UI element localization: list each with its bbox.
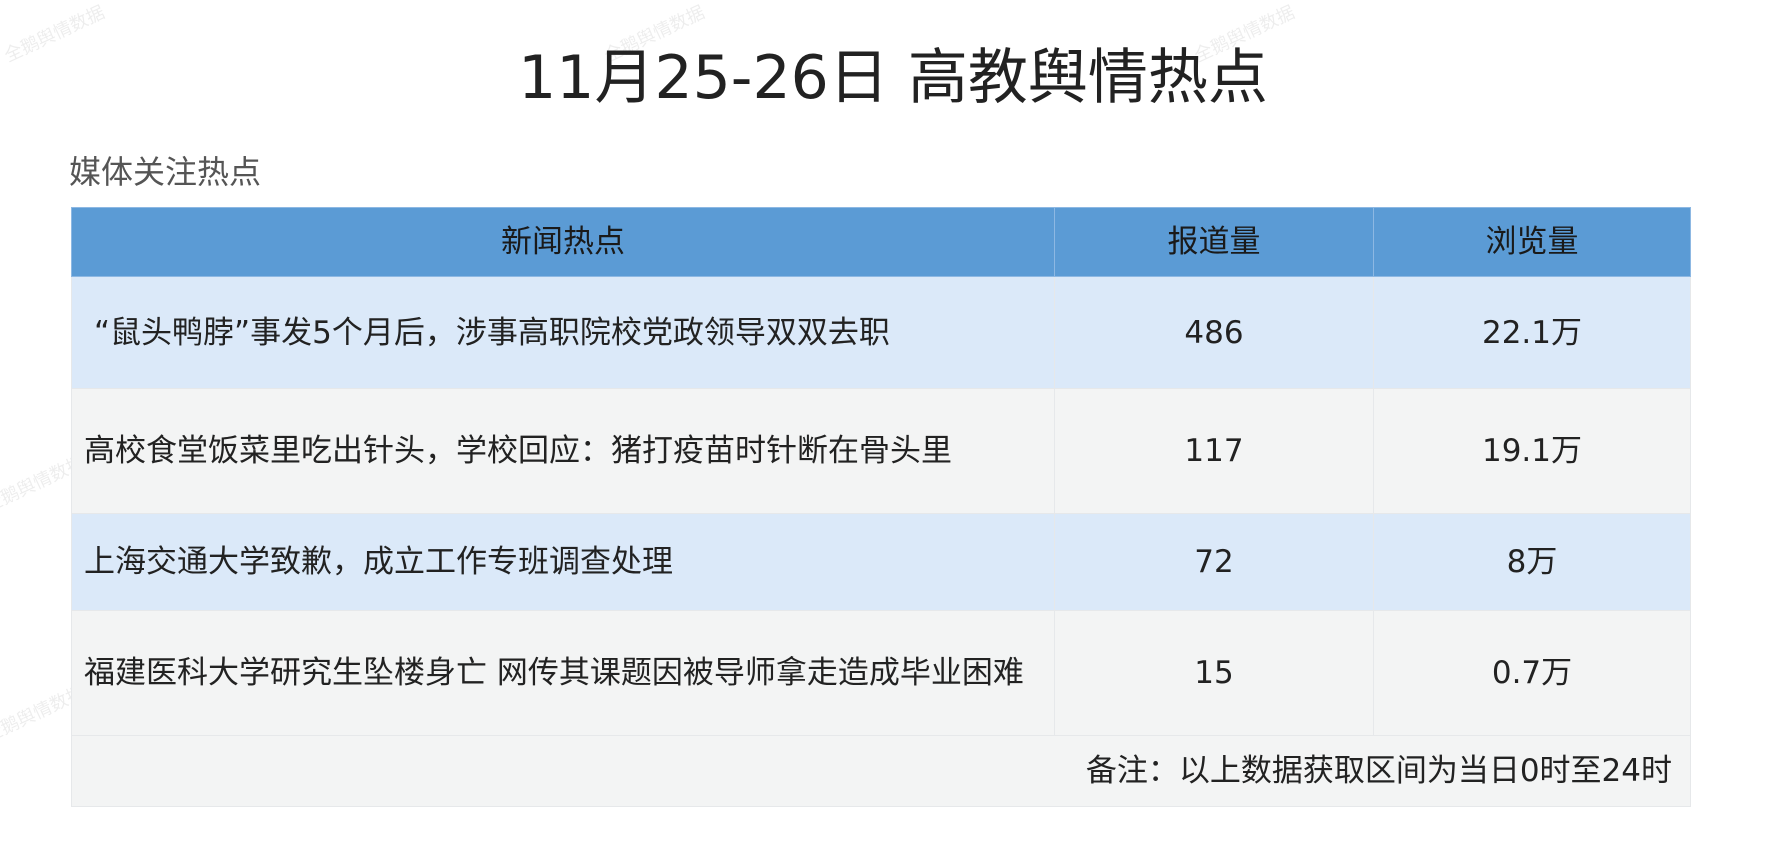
table-row: 高校食堂饭菜里吃出针头，学校回应：猪打疫苗时针断在骨头里 117 19.1万	[71, 388, 1691, 514]
views-cell: 19.1万	[1373, 388, 1691, 514]
reports-cell: 486	[1054, 276, 1374, 389]
topic-cell: 福建医科大学研究生坠楼身亡 网传其课题因被导师拿走造成毕业困难	[71, 610, 1055, 736]
header-views: 浏览量	[1373, 207, 1691, 277]
topic-cell: “鼠头鸭脖”事发5个月后，涉事高职院校党政领导双双去职	[71, 276, 1055, 389]
reports-cell: 72	[1054, 513, 1374, 611]
reports-cell: 15	[1054, 610, 1374, 736]
table-note-row: 备注：以上数据获取区间为当日0时至24时	[71, 735, 1691, 807]
hotspot-table: 新闻热点 报道量 浏览量 “鼠头鸭脖”事发5个月后，涉事高职院校党政领导双双去职…	[71, 207, 1691, 807]
views-cell: 0.7万	[1373, 610, 1691, 736]
table-row: “鼠头鸭脖”事发5个月后，涉事高职院校党政领导双双去职 486 22.1万	[71, 276, 1691, 389]
page-title: 11月25-26日 高教舆情热点	[518, 43, 1268, 113]
topic-cell: 高校食堂饭菜里吃出针头，学校回应：猪打疫苗时针断在骨头里	[71, 388, 1055, 514]
reports-cell: 117	[1054, 388, 1374, 514]
section-subtitle: 媒体关注热点	[69, 153, 262, 191]
views-cell: 22.1万	[1373, 276, 1691, 389]
header-reports: 报道量	[1054, 207, 1374, 277]
header-topic: 新闻热点	[71, 207, 1055, 277]
topic-cell: 上海交通大学致歉，成立工作专班调查处理	[71, 513, 1055, 611]
table-row: 上海交通大学致歉，成立工作专班调查处理 72 8万	[71, 513, 1691, 611]
table-row: 福建医科大学研究生坠楼身亡 网传其课题因被导师拿走造成毕业困难 15 0.7万	[71, 610, 1691, 736]
views-cell: 8万	[1373, 513, 1691, 611]
table-note: 备注：以上数据获取区间为当日0时至24时	[71, 735, 1691, 807]
table-header-row: 新闻热点 报道量 浏览量	[71, 207, 1691, 277]
